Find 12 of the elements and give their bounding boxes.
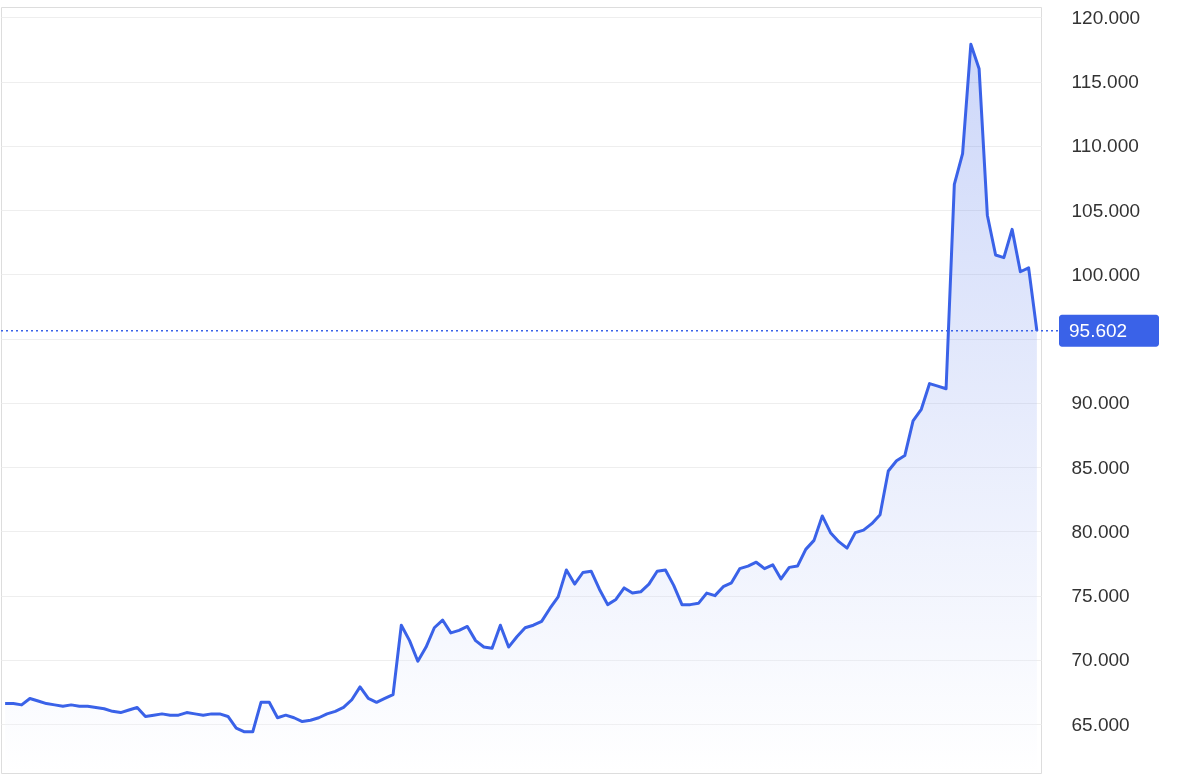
y-tick-label: 115.000 bbox=[1071, 71, 1139, 93]
y-tick-label: 80.000 bbox=[1071, 520, 1130, 542]
y-tick-label: 70.000 bbox=[1071, 649, 1130, 671]
y-tick-label: 65.000 bbox=[1071, 713, 1130, 735]
y-tick-label: 85.000 bbox=[1071, 456, 1130, 478]
y-tick-label: 120.000 bbox=[1071, 6, 1141, 28]
y-tick-label: 90.000 bbox=[1071, 392, 1130, 414]
y-tick-label: 100.000 bbox=[1071, 263, 1141, 285]
y-tick-label: 110.000 bbox=[1071, 135, 1139, 157]
y-tick-label: 105.000 bbox=[1071, 199, 1141, 221]
y-tick-label: 75.000 bbox=[1071, 585, 1130, 607]
ref-line-label: 95.602 bbox=[1069, 319, 1128, 341]
